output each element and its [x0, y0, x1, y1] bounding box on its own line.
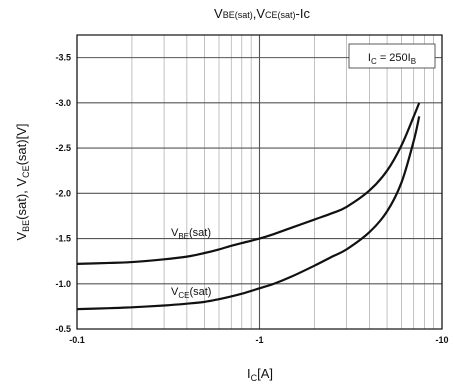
- x-tick-labels: -0.1 -1 -10: [69, 335, 448, 345]
- condition-label: IC = 250IB: [368, 52, 416, 66]
- series-line-vbe: [76, 102, 421, 265]
- series-label-vbe: VBE(sat): [171, 227, 211, 241]
- grid-minor: [131, 35, 434, 329]
- chart-title: VBE(sat),VCE(sat)-Ic: [214, 6, 310, 21]
- y-axis-label: VBE(sat), VCE(sat)[V]: [14, 123, 31, 240]
- x-tick-label: -10: [435, 335, 448, 345]
- series-lines: [76, 102, 421, 311]
- y-tick-label: -2.5: [55, 143, 71, 153]
- x-tick-label: -0.1: [69, 335, 85, 345]
- condition-box: IC = 250IB: [348, 43, 436, 69]
- y-tick-label: -3.0: [55, 98, 71, 108]
- series-line-vce: [76, 116, 421, 311]
- y-tick-labels: -0.5 -1.0 -1.5 -2.0 -2.5 -3.0 -3.5: [55, 53, 71, 334]
- y-tick-label: -2.0: [55, 188, 71, 198]
- y-tick-label: -0.5: [55, 324, 71, 334]
- y-tick-label: -1.0: [55, 279, 71, 289]
- x-axis-label: IC[A]: [247, 366, 273, 383]
- x-tick-label: -1: [255, 335, 263, 345]
- plot-frame: [76, 34, 443, 330]
- y-tick-label: -3.5: [55, 53, 71, 63]
- y-tick-label: -1.5: [55, 234, 71, 244]
- series-label-vce: VCE(sat): [171, 286, 211, 300]
